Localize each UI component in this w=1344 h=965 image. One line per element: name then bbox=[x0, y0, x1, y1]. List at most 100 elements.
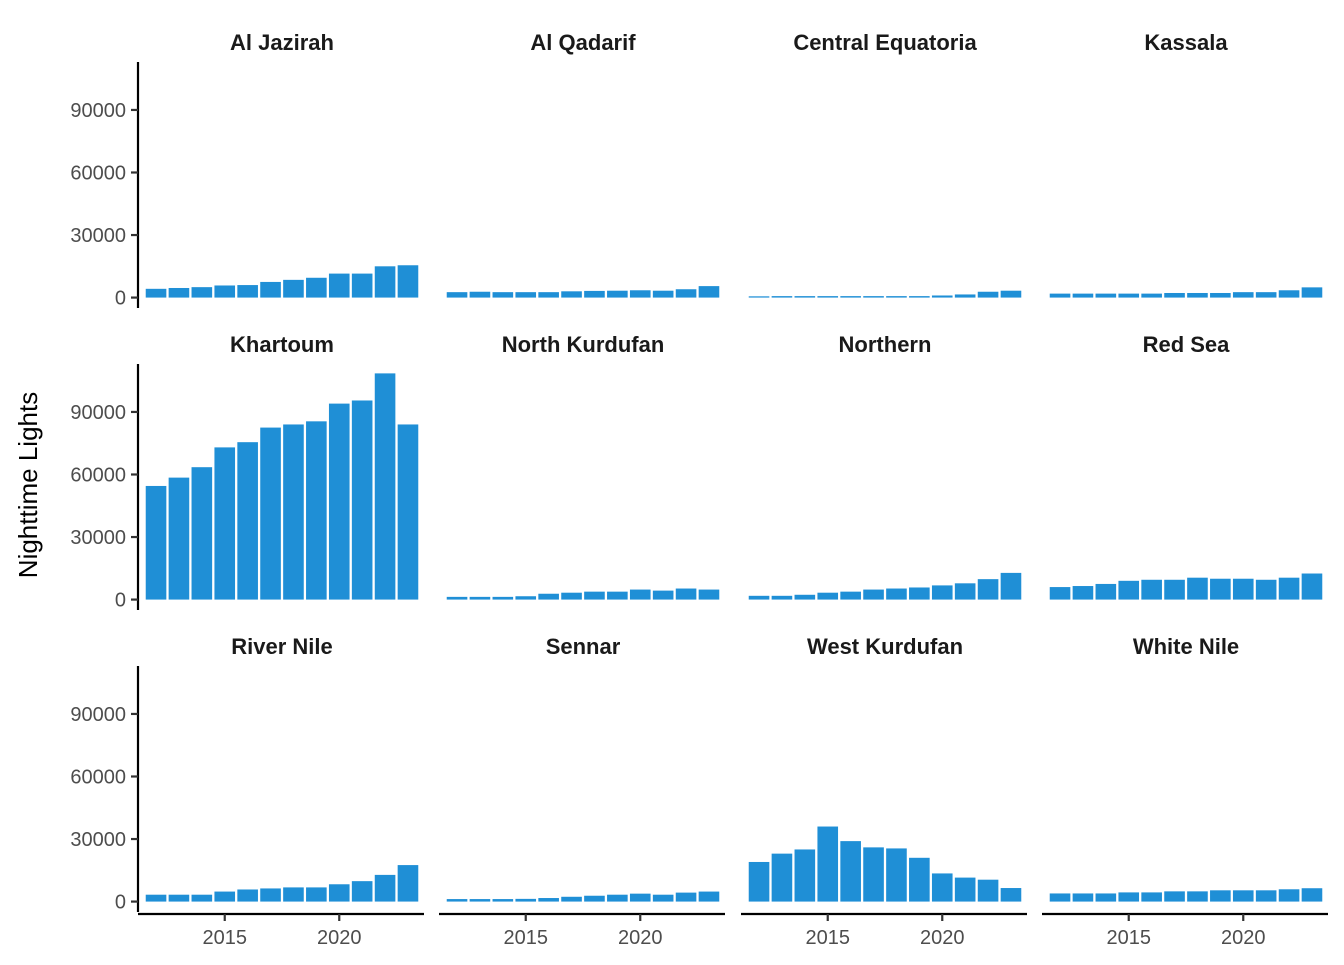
y-tick-label: 30000 bbox=[70, 527, 126, 549]
bar-al-qadarif-2014 bbox=[492, 292, 514, 298]
bar-al-jazirah-2017 bbox=[260, 281, 281, 298]
bar-northern-2017 bbox=[863, 589, 884, 600]
bar-khartoum-2021 bbox=[351, 400, 373, 600]
bar-west-kurdufan-2020 bbox=[931, 873, 953, 902]
x-tick-label: 2015 bbox=[202, 927, 247, 949]
bar-sennar-2018 bbox=[584, 895, 605, 902]
bar-al-qadarif-2012 bbox=[446, 292, 468, 298]
bar-khartoum-2017 bbox=[260, 427, 281, 600]
bar-west-kurdufan-2014 bbox=[794, 849, 816, 902]
bar-khartoum-2022 bbox=[374, 373, 396, 600]
y-tick-label: 30000 bbox=[70, 829, 126, 851]
bar-west-kurdufan-2013 bbox=[771, 853, 793, 902]
bar-central-equatoria-2023 bbox=[1000, 290, 1022, 298]
bar-al-qadarif-2021 bbox=[652, 290, 674, 298]
bar-north-kurdufan-2017 bbox=[561, 592, 582, 600]
bar-al-qadarif-2016 bbox=[538, 292, 559, 298]
bar-northern-2023 bbox=[1000, 572, 1022, 600]
bar-river-nile-2021 bbox=[351, 881, 373, 902]
bar-kassala-2021 bbox=[1255, 292, 1277, 298]
panel-title-north-kurdufan: North Kurdufan bbox=[502, 332, 665, 357]
bar-central-equatoria-2014 bbox=[794, 296, 816, 298]
bar-red-sea-2013 bbox=[1072, 586, 1094, 600]
bar-north-kurdufan-2020 bbox=[629, 589, 651, 600]
bar-central-equatoria-2017 bbox=[863, 296, 884, 298]
bar-khartoum-2012 bbox=[145, 485, 167, 600]
bar-white-nile-2022 bbox=[1278, 889, 1300, 902]
bar-white-nile-2012 bbox=[1049, 893, 1071, 902]
bar-northern-2020 bbox=[931, 585, 953, 600]
bar-sennar-2012 bbox=[446, 899, 468, 902]
bar-white-nile-2015 bbox=[1118, 892, 1140, 902]
bar-central-equatoria-2016 bbox=[840, 296, 861, 298]
bar-red-sea-2014 bbox=[1095, 583, 1117, 600]
bar-white-nile-2016 bbox=[1141, 892, 1162, 902]
bar-northern-2013 bbox=[771, 595, 793, 600]
bar-sennar-2017 bbox=[561, 896, 582, 902]
bar-north-kurdufan-2013 bbox=[469, 596, 491, 600]
bar-red-sea-2019 bbox=[1210, 578, 1231, 600]
bar-red-sea-2012 bbox=[1049, 587, 1071, 600]
bar-white-nile-2017 bbox=[1164, 891, 1185, 902]
y-tick-label: 0 bbox=[115, 590, 126, 612]
bar-river-nile-2020 bbox=[328, 884, 350, 902]
bar-al-jazirah-2019 bbox=[306, 277, 327, 298]
bar-white-nile-2019 bbox=[1210, 890, 1231, 902]
panel-title-west-kurdufan: West Kurdufan bbox=[807, 634, 963, 659]
bar-al-qadarif-2022 bbox=[675, 289, 697, 298]
x-tick-label: 2020 bbox=[618, 927, 663, 949]
bar-river-nile-2019 bbox=[306, 887, 327, 902]
bar-river-nile-2014 bbox=[191, 894, 213, 902]
bar-red-sea-2023 bbox=[1301, 573, 1323, 600]
bar-kassala-2014 bbox=[1095, 293, 1117, 298]
bar-northern-2022 bbox=[977, 579, 999, 600]
bar-west-kurdufan-2021 bbox=[954, 877, 976, 902]
panel-title-al-jazirah: Al Jazirah bbox=[230, 30, 334, 55]
y-tick-label: 90000 bbox=[70, 402, 126, 424]
bar-north-kurdufan-2023 bbox=[698, 589, 720, 600]
bar-al-qadarif-2020 bbox=[629, 290, 651, 298]
bar-river-nile-2022 bbox=[374, 874, 396, 902]
bar-northern-2016 bbox=[840, 591, 861, 600]
panel-title-river-nile: River Nile bbox=[231, 634, 333, 659]
bar-northern-2014 bbox=[794, 594, 816, 600]
bar-north-kurdufan-2018 bbox=[584, 591, 605, 600]
bar-river-nile-2018 bbox=[283, 887, 304, 902]
y-tick-label: 30000 bbox=[70, 225, 126, 247]
bar-sennar-2013 bbox=[469, 899, 491, 902]
bar-central-equatoria-2012 bbox=[748, 296, 770, 298]
bar-river-nile-2023 bbox=[397, 865, 419, 902]
bar-al-jazirah-2022 bbox=[374, 266, 396, 298]
bar-al-jazirah-2014 bbox=[191, 287, 213, 298]
bar-al-jazirah-2013 bbox=[168, 287, 190, 298]
bar-river-nile-2015 bbox=[214, 891, 236, 902]
bar-khartoum-2014 bbox=[191, 467, 213, 600]
panel-title-al-qadarif: Al Qadarif bbox=[530, 30, 636, 55]
bar-kassala-2012 bbox=[1049, 293, 1071, 298]
bar-red-sea-2021 bbox=[1255, 579, 1277, 600]
bar-al-jazirah-2018 bbox=[283, 279, 304, 298]
bar-kassala-2013 bbox=[1072, 293, 1094, 298]
bar-al-qadarif-2019 bbox=[607, 290, 628, 298]
y-axis-title: Nighttime Lights bbox=[13, 392, 43, 578]
y-tick-label: 60000 bbox=[70, 766, 126, 788]
x-tick-label: 2015 bbox=[1106, 927, 1151, 949]
bar-central-equatoria-2015 bbox=[817, 296, 839, 298]
bar-al-qadarif-2017 bbox=[561, 291, 582, 298]
bar-north-kurdufan-2016 bbox=[538, 593, 559, 600]
x-tick-label: 2020 bbox=[920, 927, 965, 949]
bar-north-kurdufan-2022 bbox=[675, 588, 697, 600]
bar-khartoum-2016 bbox=[237, 442, 258, 600]
bar-west-kurdufan-2016 bbox=[840, 841, 861, 902]
bar-west-kurdufan-2018 bbox=[886, 848, 907, 902]
bar-kassala-2023 bbox=[1301, 287, 1323, 298]
bar-west-kurdufan-2023 bbox=[1000, 888, 1022, 902]
bar-kassala-2020 bbox=[1232, 292, 1254, 298]
bar-white-nile-2014 bbox=[1095, 893, 1117, 902]
x-tick-label: 2015 bbox=[503, 927, 548, 949]
bar-central-equatoria-2022 bbox=[977, 291, 999, 298]
bar-kassala-2018 bbox=[1187, 292, 1208, 298]
bar-north-kurdufan-2012 bbox=[446, 596, 468, 600]
bar-northern-2012 bbox=[748, 595, 770, 600]
